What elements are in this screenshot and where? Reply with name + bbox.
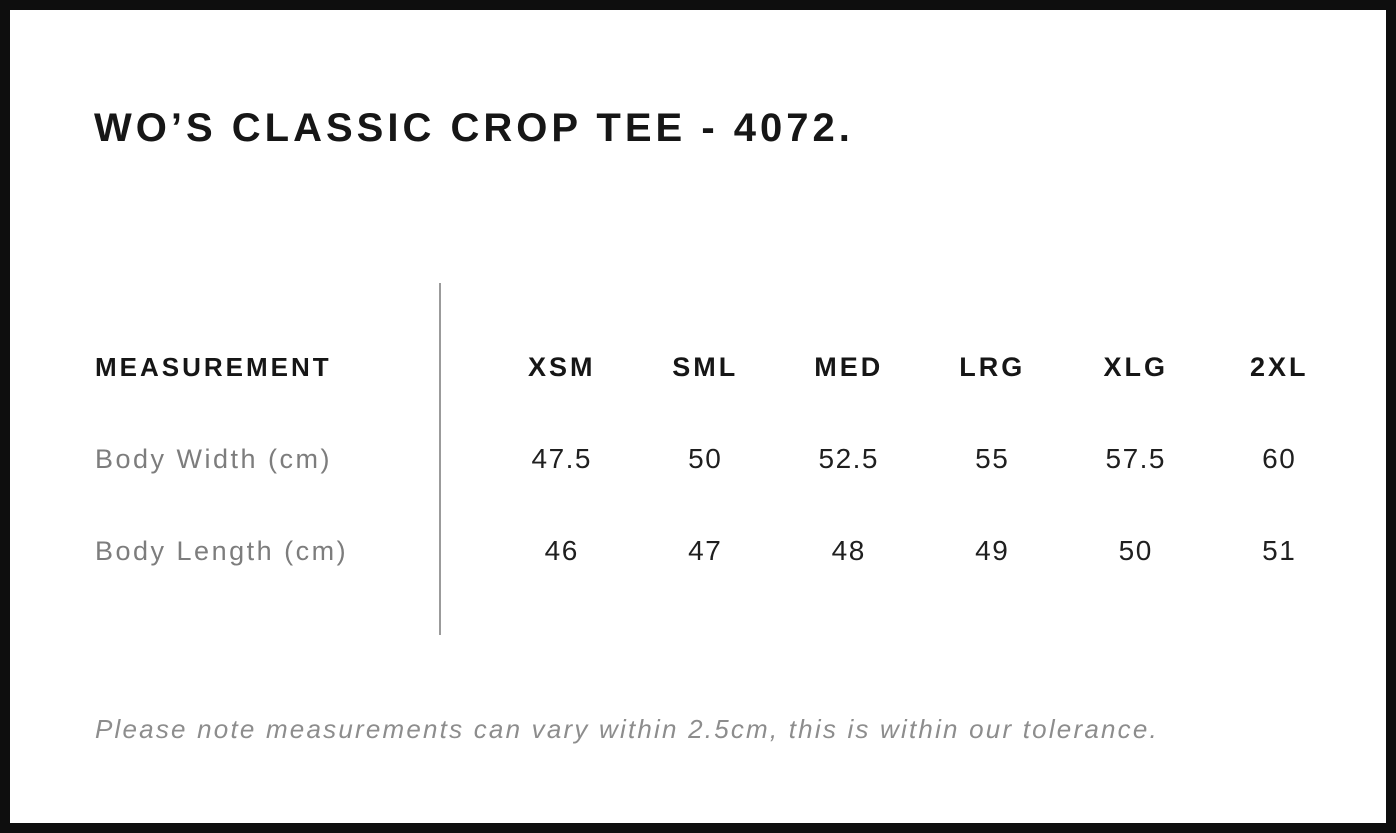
body-width-value-med: 52.5 bbox=[818, 443, 879, 474]
column-header-measurement: MEASUREMENT bbox=[95, 351, 332, 382]
row-label-body-width: Body Width (cm) bbox=[95, 443, 333, 474]
body-width-value-sml: 50 bbox=[688, 443, 723, 474]
column-header-lrg: LRG bbox=[959, 351, 1026, 382]
body-length-value-lrg: 49 bbox=[975, 535, 1010, 566]
column-header-xsm: XSM bbox=[527, 351, 596, 382]
column-header-med: MED bbox=[814, 351, 884, 382]
row-label-body-length: Body Length (cm) bbox=[95, 535, 349, 566]
body-length-value-med: 48 bbox=[831, 535, 866, 566]
table-row-body-width: Body Width (cm) 47.5 50 52.5 55 57.5 60 bbox=[95, 413, 1351, 505]
body-width-value-xsm: 47.5 bbox=[531, 443, 592, 474]
body-width-value-2xl: 60 bbox=[1262, 443, 1297, 474]
page-title: WO’S CLASSIC CROP TEE - 4072. bbox=[94, 106, 854, 150]
table-vertical-divider bbox=[439, 283, 441, 635]
body-width-value-lrg: 55 bbox=[975, 443, 1010, 474]
tolerance-note: Please note measurements can vary within… bbox=[95, 714, 1159, 744]
column-header-xlg: XLG bbox=[1103, 351, 1168, 382]
table-header-row: MEASUREMENT XSM SML MED LRG XLG 2XL bbox=[95, 321, 1351, 413]
column-header-2xl: 2XL bbox=[1249, 351, 1309, 382]
table-row-body-length: Body Length (cm) 46 47 48 49 50 51 bbox=[95, 505, 1351, 597]
body-length-value-xlg: 50 bbox=[1118, 535, 1153, 566]
body-length-value-sml: 47 bbox=[688, 535, 723, 566]
size-table: MEASUREMENT XSM SML MED LRG XLG 2XL Body… bbox=[95, 321, 1351, 597]
column-header-sml: SML bbox=[672, 351, 739, 382]
body-length-value-2xl: 51 bbox=[1262, 535, 1297, 566]
body-width-value-xlg: 57.5 bbox=[1105, 443, 1166, 474]
body-length-value-xsm: 46 bbox=[544, 535, 579, 566]
